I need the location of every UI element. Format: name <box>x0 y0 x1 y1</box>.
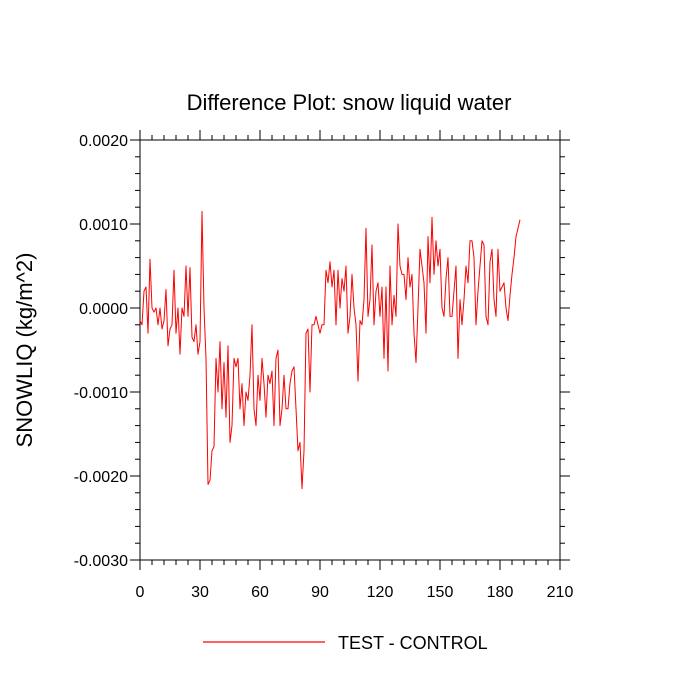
x-tick-label: 0 <box>136 584 145 601</box>
series-layer <box>139 210 521 490</box>
axes-frame <box>139 139 561 561</box>
y-ticks: -0.0030 -0.0020 -0.0010 0.0000 0.0010 0.0020 <box>74 133 570 570</box>
chart-title: Difference Plot: snow liquid water <box>187 90 512 115</box>
x-tick-label: 180 <box>487 584 514 601</box>
x-tick-label: 150 <box>427 584 454 601</box>
y-tick-label: -0.0020 <box>74 469 128 486</box>
x-tick-label: 90 <box>311 584 329 601</box>
x-ticks: 0 30 60 90 120 150 180 210 <box>136 130 574 601</box>
x-tick-label: 30 <box>191 584 209 601</box>
y-tick-label: 0.0000 <box>79 301 128 318</box>
x-tick-label: 60 <box>251 584 269 601</box>
y-tick-label: -0.0010 <box>74 385 128 402</box>
x-tick-label: 210 <box>547 584 574 601</box>
legend: TEST - CONTROL <box>203 633 488 653</box>
y-tick-label: -0.0030 <box>74 553 128 570</box>
y-tick-label: 0.0020 <box>79 133 128 150</box>
legend-label: TEST - CONTROL <box>338 633 488 653</box>
x-tick-label: 120 <box>367 584 394 601</box>
y-tick-label: 0.0010 <box>79 217 128 234</box>
series-line-test-minus-control <box>139 210 521 490</box>
y-axis-label: SNOWLIQ (kg/m^2) <box>12 253 37 448</box>
plot-frame <box>139 139 561 561</box>
